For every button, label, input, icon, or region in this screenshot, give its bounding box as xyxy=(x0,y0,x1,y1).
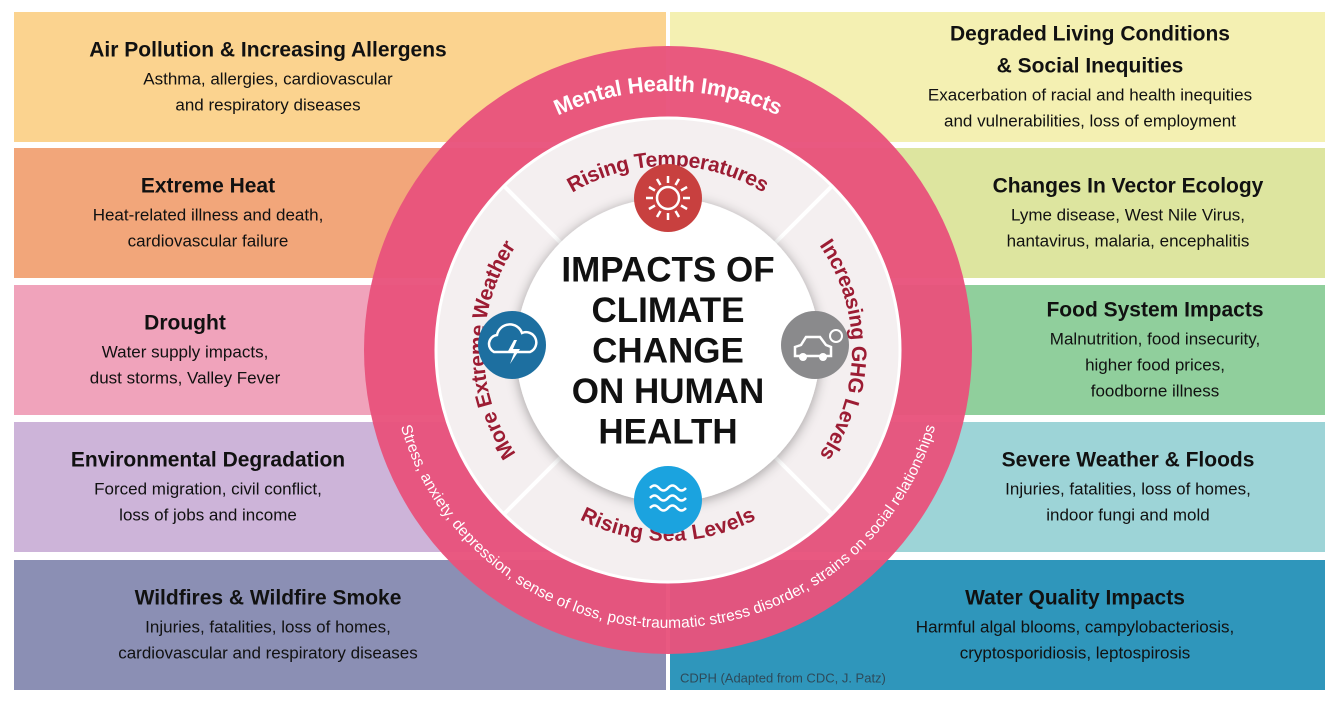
sun-ray xyxy=(674,178,681,186)
storm-icon xyxy=(478,311,546,379)
panel-description: dust storms, Valley Fever xyxy=(90,368,281,387)
wheel xyxy=(819,353,827,361)
wave xyxy=(649,494,687,502)
panel-description: Asthma, allergies, cardiovascular xyxy=(143,69,393,88)
panel-description: higher food prices, xyxy=(1085,355,1225,374)
panel-title: Changes In Vector Ecology xyxy=(993,175,1264,198)
panel-description: cardiovascular and respiratory diseases xyxy=(118,643,418,662)
panel-description: foodborne illness xyxy=(1091,381,1220,400)
center-title: CLIMATE xyxy=(592,291,745,330)
panel-description: loss of jobs and income xyxy=(119,505,297,524)
sun-ray xyxy=(655,178,662,186)
icon-bg xyxy=(634,164,702,232)
smoke xyxy=(829,329,843,343)
center-title: HEALTH xyxy=(598,412,737,451)
panel-description: Heat-related illness and death, xyxy=(93,205,324,224)
panel-title: Drought xyxy=(144,312,226,335)
center-title: CHANGE xyxy=(592,331,744,370)
panel-title: Extreme Heat xyxy=(141,175,275,198)
panel-description: Injuries, fatalities, loss of homes, xyxy=(145,617,391,636)
car xyxy=(793,335,833,358)
panel-description: Injuries, fatalities, loss of homes, xyxy=(1005,479,1251,498)
panel-description: Malnutrition, food insecurity, xyxy=(1050,329,1260,348)
wheel xyxy=(799,353,807,361)
sun-icon xyxy=(634,164,702,232)
panel-description: Exacerbation of racial and health inequi… xyxy=(928,85,1252,104)
icon-bg xyxy=(781,311,849,379)
center-title: ON HUMAN xyxy=(572,372,764,411)
panel-title: & Social Inequities xyxy=(997,55,1184,78)
panel-title: Water Quality Impacts xyxy=(965,587,1185,610)
panel-description: cardiovascular failure xyxy=(128,231,289,250)
panel-description: and vulnerabilities, loss of employment xyxy=(944,111,1236,130)
divider xyxy=(772,185,833,246)
panel-title: Severe Weather & Floods xyxy=(1002,449,1255,472)
wave xyxy=(649,504,687,512)
panel-title: Environmental Degradation xyxy=(71,449,345,472)
panel-title: Wildfires & Wildfire Smoke xyxy=(135,587,402,610)
panel-title: Degraded Living Conditions xyxy=(950,23,1230,46)
sun-ray xyxy=(655,210,662,218)
sun-ray xyxy=(674,210,681,218)
panel-description: Forced migration, civil conflict, xyxy=(94,479,322,498)
panel-description: cryptosporidiosis, leptospirosis xyxy=(960,643,1191,662)
sun-ray xyxy=(680,204,688,211)
wave xyxy=(649,484,687,492)
panel-title: Food System Impacts xyxy=(1046,299,1263,322)
center-circle xyxy=(516,198,820,502)
sun-ray xyxy=(680,185,688,192)
credit: CDPH (Adapted from CDC, J. Patz) xyxy=(680,670,886,685)
panel-description: Lyme disease, West Nile Virus, xyxy=(1011,205,1245,224)
sun-ray xyxy=(648,204,656,211)
panel-description: Water supply impacts, xyxy=(102,342,269,361)
divider xyxy=(772,454,833,515)
cloud xyxy=(487,323,538,354)
panel-description: and respiratory diseases xyxy=(175,95,360,114)
car-icon xyxy=(781,311,849,379)
panel-description: hantavirus, malaria, encephalitis xyxy=(1007,231,1250,250)
waves-icon xyxy=(634,466,702,534)
divider xyxy=(503,454,564,515)
panel-description: indoor fungi and mold xyxy=(1046,505,1210,524)
center-title: IMPACTS OF xyxy=(561,250,774,289)
divider xyxy=(503,185,564,246)
icon-bg xyxy=(634,466,702,534)
sun xyxy=(655,185,681,211)
panel-title: Air Pollution & Increasing Allergens xyxy=(89,39,446,62)
bolt xyxy=(507,340,520,364)
sun-ray xyxy=(648,185,656,192)
panel-description: Harmful algal blooms, campylobacteriosis… xyxy=(916,617,1234,636)
